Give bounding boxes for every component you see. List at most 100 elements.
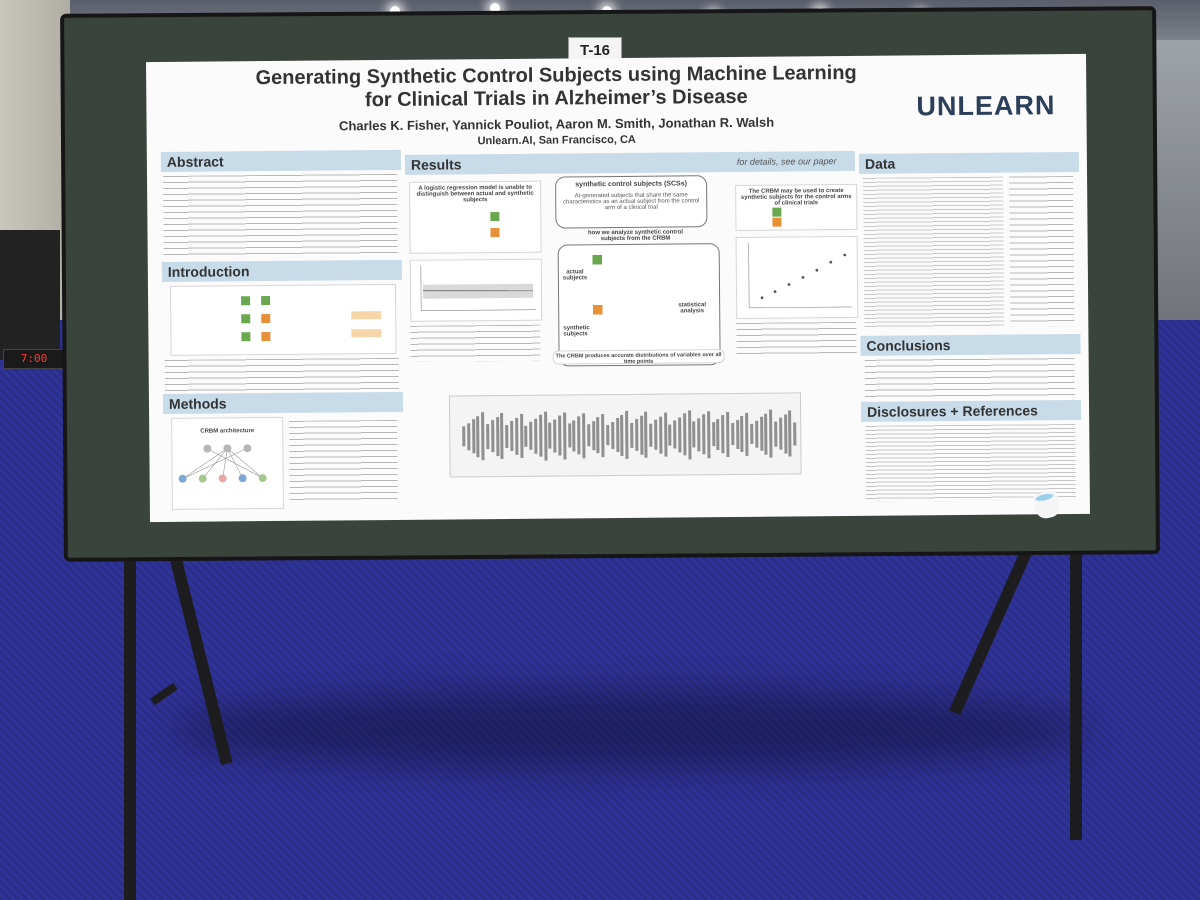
distribution-bar	[654, 419, 658, 450]
data-text	[1009, 176, 1075, 327]
crbm-create-caption: The CRBM may be used to create synthetic…	[740, 188, 852, 207]
face-icon	[261, 314, 271, 324]
distribution-bar	[582, 412, 586, 458]
distribution-bar	[601, 413, 605, 457]
conclusions-header: Conclusions	[860, 333, 1081, 356]
distribution-bar	[793, 421, 797, 445]
distribution-bar	[529, 421, 533, 450]
distribution-bar	[649, 423, 653, 447]
conclusions-text	[864, 358, 1075, 400]
distribution-bar-strip	[448, 392, 802, 478]
distribution-bar	[726, 411, 730, 457]
synthetic-subjects-label: synthetic subjects	[563, 325, 590, 338]
crbm-text	[736, 321, 857, 357]
ceiling-light	[490, 3, 500, 13]
distribution-bar	[591, 420, 596, 450]
face-icon	[490, 228, 500, 238]
disclosures-header: Disclosures + References	[861, 399, 1082, 422]
logistic-regression-box: A logistic regression model is unable to…	[409, 180, 542, 254]
distribution-bar	[553, 419, 557, 453]
distribution-bar	[634, 418, 639, 451]
booth-stand	[0, 230, 60, 360]
distribution-bar	[735, 419, 739, 449]
distribution-bar	[630, 422, 634, 448]
highlight-box	[351, 329, 382, 338]
distribution-bar	[706, 410, 711, 458]
distribution-bar	[788, 410, 792, 457]
distribution-bar	[548, 422, 552, 449]
distribution-bar	[682, 413, 687, 456]
easel-leg-right	[1070, 520, 1082, 840]
distribution-bar	[730, 422, 735, 446]
network-diagram	[178, 444, 267, 483]
distribution-bar	[668, 424, 672, 446]
easel-shadow	[170, 690, 1090, 770]
distribution-bar	[759, 416, 764, 451]
distribution-bar	[577, 416, 581, 455]
distribution-bar	[745, 412, 749, 456]
distribution-bar	[558, 415, 562, 456]
distribution-bar	[505, 424, 509, 448]
distribution-bar	[486, 423, 490, 449]
face-icon	[593, 305, 603, 315]
cup-rim	[1034, 492, 1054, 503]
distribution-bar	[524, 425, 528, 447]
crbm-distributions-caption: The CRBM produces accurate distributions…	[555, 352, 722, 365]
disclosures-text	[865, 424, 1076, 502]
crbm-create-box: The CRBM may be used to create synthetic…	[735, 183, 858, 231]
distribution-bar	[510, 420, 514, 451]
scs-definition-box: synthetic control subjects (SCSs) AI-gen…	[555, 175, 708, 229]
distribution-bar	[596, 417, 600, 454]
distribution-bar	[620, 414, 624, 456]
distribution-bar	[610, 421, 615, 449]
highlight-box	[351, 311, 382, 320]
distribution-bar	[663, 412, 668, 457]
face-icon	[261, 296, 271, 306]
distribution-bar	[711, 422, 715, 447]
unlearn-logo: UNLEARN	[916, 90, 1056, 122]
distribution-bar	[476, 415, 480, 457]
distribution-bar	[490, 420, 495, 453]
face-icon	[241, 296, 251, 306]
face-icon	[490, 212, 500, 222]
distribution-bar	[514, 417, 519, 455]
distribution-bar	[702, 414, 706, 455]
distribution-bar	[538, 414, 543, 457]
abstract-text	[163, 173, 398, 256]
research-poster: Generating Synthetic Control Subjects us…	[146, 53, 1090, 523]
distribution-bar	[567, 423, 571, 448]
scatter-plot-graphic	[748, 242, 853, 309]
logistic-regression-caption: A logistic regression model is unable to…	[416, 184, 534, 204]
distribution-bar	[658, 416, 663, 454]
distribution-bar	[754, 420, 759, 448]
statistical-analysis-label: statistical analysis	[678, 302, 707, 315]
distribution-bar	[500, 413, 504, 460]
distribution-bar	[606, 425, 610, 446]
synthetic-faces-grid	[593, 305, 651, 315]
face-icon	[241, 314, 251, 324]
distribution-bar	[644, 411, 648, 458]
abstract-header: Abstract	[160, 149, 401, 172]
distribution-bar	[697, 417, 701, 451]
crbm-architecture-diagram: CRBM architecture	[171, 416, 284, 510]
distribution-bar	[673, 420, 677, 449]
face-icon	[241, 332, 251, 342]
methods-header: Methods	[162, 391, 404, 414]
actual-faces-grid	[592, 255, 651, 265]
distribution-bar	[543, 411, 548, 461]
distribution-bar	[625, 410, 629, 459]
distribution-bar	[639, 415, 644, 455]
actual-subjects-label: actual subjects	[562, 269, 588, 282]
data-header: Data	[858, 151, 1080, 174]
introduction-diagram	[169, 283, 397, 356]
distribution-bar	[783, 414, 788, 454]
poster-title: Generating Synthetic Control Subjects us…	[226, 62, 886, 114]
distribution-bar	[721, 415, 725, 454]
distribution-bar	[534, 418, 538, 454]
scs-title: synthetic control subjects (SCSs)	[575, 180, 687, 189]
easel-leg-left	[124, 540, 136, 900]
crbm-distributions-banner: The CRBM produces accurate distributions…	[552, 349, 725, 365]
distribution-bar	[769, 409, 773, 458]
introduction-header: Introduction	[161, 259, 402, 282]
